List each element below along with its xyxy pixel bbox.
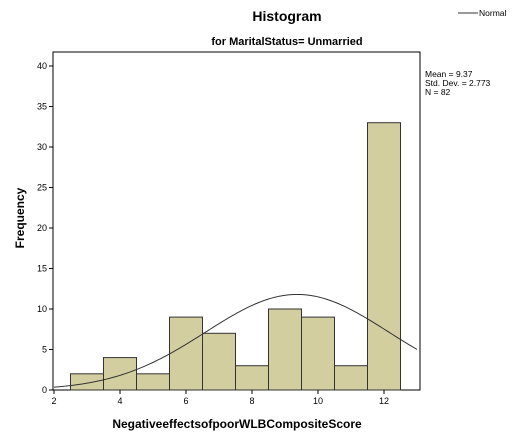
histogram-bar-5 <box>202 332 236 391</box>
x-tick-label: 10 <box>313 396 323 406</box>
y-tick-label: 0 <box>42 385 47 395</box>
y-tick-label: 25 <box>37 183 47 193</box>
y-tick-label: 40 <box>37 61 47 71</box>
y-tick-label: 5 <box>42 345 47 355</box>
histogram-bar-7 <box>268 308 302 391</box>
stat-line-2: Std. Dev. = 2.773 <box>425 78 491 88</box>
histogram-bar-1 <box>70 373 104 391</box>
histogram-bar-8 <box>301 316 335 391</box>
chart-title: Histogram <box>252 8 321 24</box>
x-tick-label: 8 <box>249 396 254 406</box>
x-tick-label: 6 <box>183 396 188 406</box>
histogram-bar-6 <box>235 365 269 391</box>
legend-label: Normal <box>479 8 507 18</box>
y-tick-label: 30 <box>37 142 47 152</box>
plot-area: 2 4 6 8 10 12 0 5 10 15 20 25 30 35 40 <box>37 51 421 406</box>
y-axis-title: Frequency <box>13 187 27 248</box>
y-tick-label: 35 <box>37 102 47 112</box>
normal-curve <box>53 293 418 388</box>
chart-subtitle: for MaritalStatus= Unmarried <box>211 36 362 48</box>
plot-frame <box>52 51 421 391</box>
stat-line-1: Mean = 9.37 <box>425 69 473 79</box>
y-tick-label: 20 <box>37 223 47 233</box>
y-tick-label: 15 <box>37 264 47 274</box>
histogram-bar-3 <box>136 373 170 391</box>
histogram-bar-9 <box>334 365 368 391</box>
legend: Normal <box>458 8 507 18</box>
x-tick-label: 2 <box>51 396 56 406</box>
x-axis-title: NegativeeffectsofpoorWLBCompositeScore <box>112 417 362 431</box>
histogram-bar-4 <box>169 316 203 391</box>
x-tick-label: 12 <box>379 396 389 406</box>
x-tick-label: 4 <box>117 396 122 406</box>
histogram-bar-2 <box>103 357 137 391</box>
stat-line-3: N = 82 <box>425 87 451 97</box>
y-tick-label: 10 <box>37 304 47 314</box>
histogram-bar-10 <box>367 122 401 391</box>
